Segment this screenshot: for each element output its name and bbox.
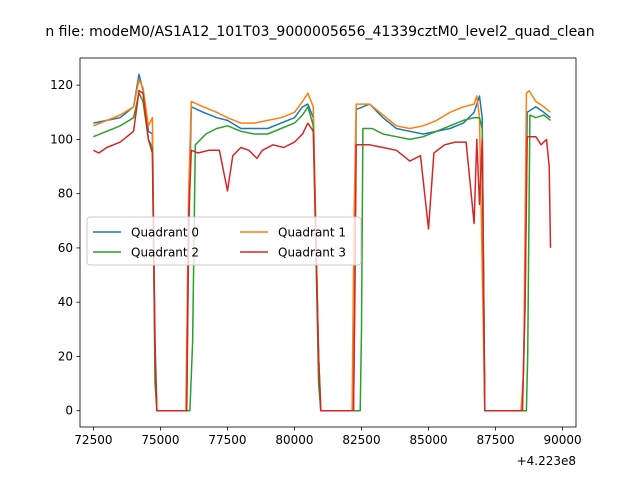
y-tick-label: 0 [65, 404, 73, 418]
legend-box [86, 216, 362, 266]
legend-label: Quadrant 2 [131, 246, 199, 260]
x-tick-label: 82500 [342, 433, 380, 447]
y-tick-label: 40 [58, 295, 73, 309]
x-tick-label: 77500 [208, 433, 246, 447]
x-tick-label: 72500 [74, 433, 112, 447]
y-tick-label: 120 [50, 78, 73, 92]
chart-title: n file: modeM0/AS1A12_101T03_9000005656_… [45, 24, 594, 40]
y-tick-label: 80 [58, 187, 73, 201]
y-tick-label: 60 [58, 241, 73, 255]
legend-label: Quadrant 3 [278, 246, 346, 260]
y-tick-label: 20 [58, 349, 73, 363]
legend-label: Quadrant 0 [131, 226, 199, 240]
axes-frame [79, 57, 577, 428]
x-tick-label: 80000 [275, 433, 313, 447]
x-tick-label: 90000 [544, 433, 582, 447]
series-line-quadrant-3 [93, 89, 552, 412]
y-tick-label: 100 [50, 132, 73, 146]
x-tick-label: 85000 [409, 433, 447, 447]
x-tick-label: 87500 [476, 433, 514, 447]
x-tick-label: 75000 [141, 433, 179, 447]
legend-label: Quadrant 1 [278, 226, 346, 240]
plot-area: 72500 75000 77500 80000 82500 85000 87500 90000… [50, 57, 582, 468]
x-offset-label: +4.223e8 [517, 454, 576, 468]
